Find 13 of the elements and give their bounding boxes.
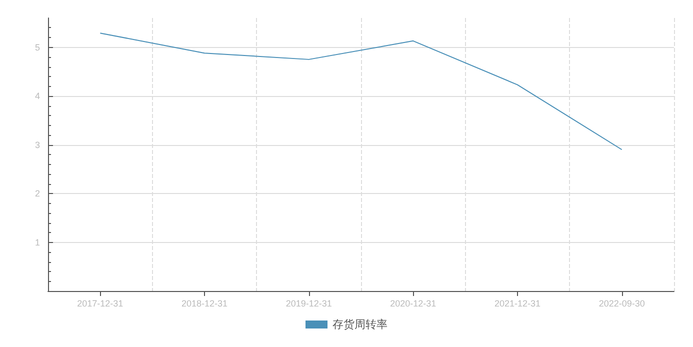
x-tick-label: 2019-12-31 <box>286 298 332 308</box>
x-tick-label: 2018-12-31 <box>181 298 228 308</box>
x-tick-label: 2022-09-30 <box>598 298 645 308</box>
x-tick-label: 2017-12-31 <box>77 298 124 308</box>
y-tick-label: 4 <box>34 91 40 101</box>
y-tick-label: 1 <box>34 237 40 248</box>
x-tick-label: 2021-12-31 <box>494 298 541 308</box>
x-tick-label: 2020-12-31 <box>390 298 436 308</box>
y-tick-label: 2 <box>34 188 40 198</box>
y-tick-label: 5 <box>34 42 40 52</box>
line-series <box>100 32 622 150</box>
legend-label: 存货周转率 <box>332 318 388 331</box>
y-tick-label: 3 <box>34 140 40 150</box>
